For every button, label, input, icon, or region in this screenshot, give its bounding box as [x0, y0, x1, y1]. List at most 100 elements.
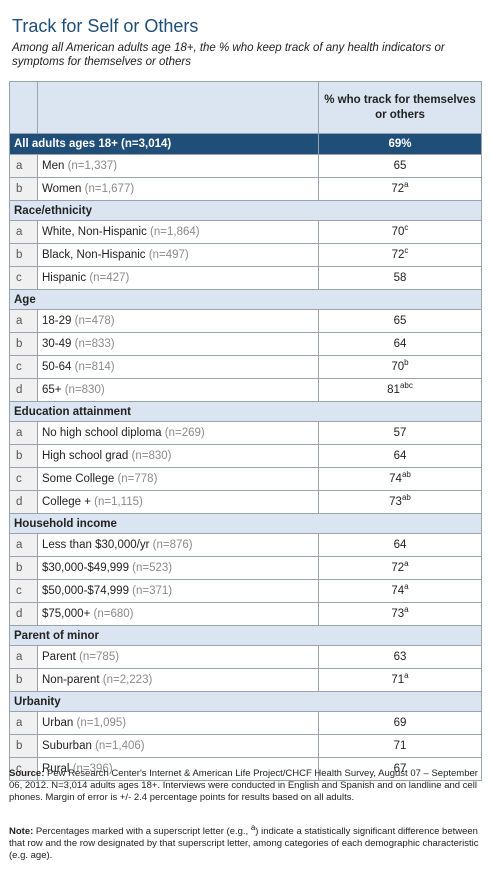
row-label: All adults ages 18+ (n=3,014)	[9, 133, 319, 155]
row-value-cell: 70b	[318, 355, 482, 379]
table-row: d 65+ (n=830) 81abc	[9, 378, 482, 402]
row-value: 70	[391, 361, 405, 373]
row-sample-size: (n=778)	[117, 473, 158, 485]
table-body: All adults ages 18+ (n=3,014) 69% a Men (n=…	[9, 133, 482, 781]
table-row: b Suburban (n=1,406) 71	[9, 734, 482, 758]
note-label: Note:	[9, 826, 34, 837]
row-sample-size: (n=814)	[74, 361, 115, 373]
table-row: c $50,000-$74,999 (n=371) 74a	[9, 579, 482, 603]
row-letter: a	[9, 645, 38, 669]
row-letter: a	[9, 711, 38, 735]
row-value-cell: 63	[318, 645, 482, 669]
row-value-cell: 64	[318, 332, 482, 356]
row-sample-size: (n=833)	[74, 338, 115, 350]
row-label: Suburban	[42, 740, 92, 752]
row-value: 71	[391, 674, 405, 686]
row-letter: a	[9, 421, 38, 445]
note-example-superscript: a	[250, 822, 256, 832]
row-label-cell: Black, Non-Hispanic (n=497)	[37, 243, 319, 267]
row-letter: d	[9, 378, 38, 402]
table-row: a No high school diploma (n=269) 57	[9, 421, 482, 445]
row-letter: c	[9, 579, 38, 603]
table-row: d $75,000+ (n=680) 73a	[9, 602, 482, 626]
row-value-cell: 72a	[318, 177, 482, 201]
row-label: Less than $30,000/yr	[42, 539, 150, 551]
row-label-cell: Rural (n=396)	[37, 757, 319, 781]
header-label-cell	[37, 81, 319, 134]
row-label-cell: Hispanic (n=427)	[37, 266, 319, 290]
row-sample-size: (n=497)	[148, 249, 189, 261]
row-value-cell: 64	[318, 444, 482, 468]
row-sample-size: (n=680)	[93, 608, 134, 620]
row-letter: c	[9, 355, 38, 379]
row-sample-size: (n=1,337)	[67, 160, 118, 172]
row-value-cell: 65	[318, 309, 482, 333]
row-label-cell: Men (n=1,337)	[37, 154, 319, 178]
row-label: Parent	[42, 651, 76, 663]
table-row: b Black, Non-Hispanic (n=497) 72c	[9, 243, 482, 267]
row-value: 65	[393, 315, 407, 327]
table-row: d College + (n=1,115) 73ab	[9, 490, 482, 514]
row-value-cell: 73a	[318, 602, 482, 626]
note-text-before: Percentages marked with a superscript le…	[35, 826, 251, 837]
section-label: Race/ethnicity	[9, 200, 482, 221]
row-sample-size: (n=427)	[89, 272, 130, 284]
row-value-cell: 73ab	[318, 490, 482, 514]
row-sample-size: (n=371)	[132, 585, 173, 597]
significance-superscript: c	[404, 223, 409, 233]
significance-superscript: a	[404, 559, 409, 569]
section-header-row: Race/ethnicity	[9, 200, 482, 221]
row-value: 63	[393, 651, 407, 663]
source-text: Pew Research Center's Internet & America…	[9, 768, 478, 803]
source-label: Source:	[9, 768, 45, 779]
table-row: b Women (n=1,677) 72a	[9, 177, 482, 201]
row-label-cell: $50,000-$74,999 (n=371)	[37, 579, 319, 603]
row-label-cell: $75,000+ (n=680)	[37, 602, 319, 626]
row-letter: c	[9, 757, 38, 781]
row-sample-size: (n=830)	[131, 450, 172, 462]
row-value: 64	[393, 338, 407, 350]
row-label: Some College	[42, 473, 115, 485]
row-value: 71	[393, 740, 407, 752]
table-row: a 18-29 (n=478) 65	[9, 309, 482, 333]
significance-superscript: b	[404, 358, 409, 368]
row-label: $30,000-$49,999	[42, 562, 129, 574]
row-value: 74	[389, 473, 402, 485]
row-letter: a	[9, 220, 38, 244]
row-letter: a	[9, 309, 38, 333]
row-value: 72	[391, 562, 405, 574]
page-subtitle: Among all American adults age 18+, the %…	[12, 42, 445, 68]
row-label-cell: Non-parent (n=2,223)	[37, 668, 319, 692]
row-value-cell: 81abc	[318, 378, 482, 402]
row-label-cell: 50-64 (n=814)	[37, 355, 319, 379]
row-label: Black, Non-Hispanic	[42, 249, 146, 261]
row-sample-size: (n=876)	[152, 539, 193, 551]
row-label-cell: College + (n=1,115)	[37, 490, 319, 514]
row-value-cell: 70c	[318, 220, 482, 244]
row-label-cell: Urban (n=1,095)	[37, 711, 319, 735]
row-value: 72	[391, 249, 405, 261]
row-value-cell: 65	[318, 154, 482, 178]
header-letter-cell	[9, 81, 38, 134]
row-value: 69	[393, 717, 407, 729]
row-letter: a	[9, 533, 38, 557]
row-label: 30-49	[42, 338, 72, 350]
significance-superscript: ab	[401, 470, 411, 480]
data-table: % who track for themselves or others All…	[9, 81, 482, 781]
row-sample-size: (n=396)	[72, 763, 113, 775]
row-value-cell: 71	[318, 734, 482, 758]
row-value: 67	[393, 763, 407, 775]
table-row: b 30-49 (n=833) 64	[9, 332, 482, 356]
row-label-cell: 30-49 (n=833)	[37, 332, 319, 356]
row-label: Men	[42, 160, 65, 172]
page-title: Track for Self or Others	[12, 16, 199, 36]
section-label: Education attainment	[9, 401, 482, 422]
row-label-cell: Women (n=1,677)	[37, 177, 319, 201]
row-value-cell: 72a	[318, 556, 482, 580]
row-value-cell: 71a	[318, 668, 482, 692]
row-sample-size: (n=478)	[74, 315, 115, 327]
row-letter: d	[9, 602, 38, 626]
table-header-row: % who track for themselves or others	[9, 81, 482, 134]
table-row: c 50-64 (n=814) 70b	[9, 355, 482, 379]
